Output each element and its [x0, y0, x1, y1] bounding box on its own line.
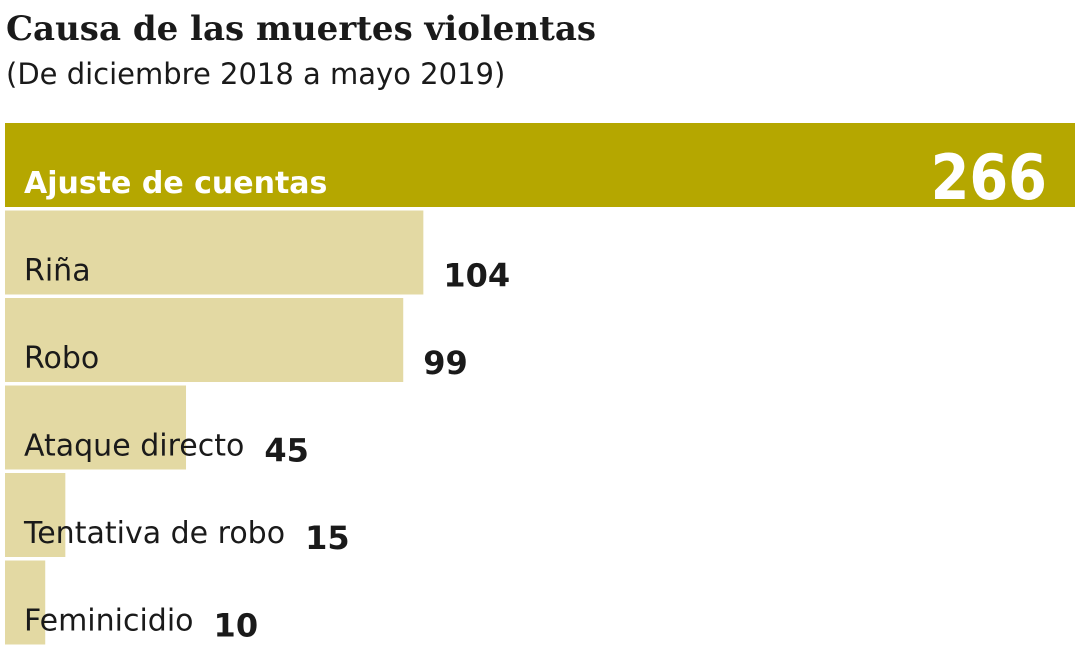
category-label: Ajuste de cuentas — [24, 166, 327, 201]
category-label: Feminicidio — [24, 604, 194, 639]
value-label: 15 — [305, 519, 350, 557]
bar — [5, 210, 424, 295]
value-label: 45 — [264, 432, 309, 470]
bar — [5, 123, 1075, 207]
bar — [5, 560, 46, 645]
value-label: 266 — [931, 141, 1047, 214]
value-label: 99 — [423, 344, 468, 382]
category-label: Robo — [24, 341, 99, 376]
chart-title: Causa de las muertes violentas — [6, 9, 596, 49]
chart-subtitle: (De diciembre 2018 a mayo 2019) — [6, 57, 505, 91]
category-label: Riña — [24, 254, 91, 289]
bar — [5, 473, 66, 557]
bar — [5, 298, 404, 382]
bar — [5, 385, 187, 470]
value-label: 10 — [214, 607, 259, 645]
value-label: 104 — [443, 257, 510, 295]
category-label: Tentativa de robo — [23, 516, 285, 551]
category-label: Ataque directo — [24, 429, 244, 464]
